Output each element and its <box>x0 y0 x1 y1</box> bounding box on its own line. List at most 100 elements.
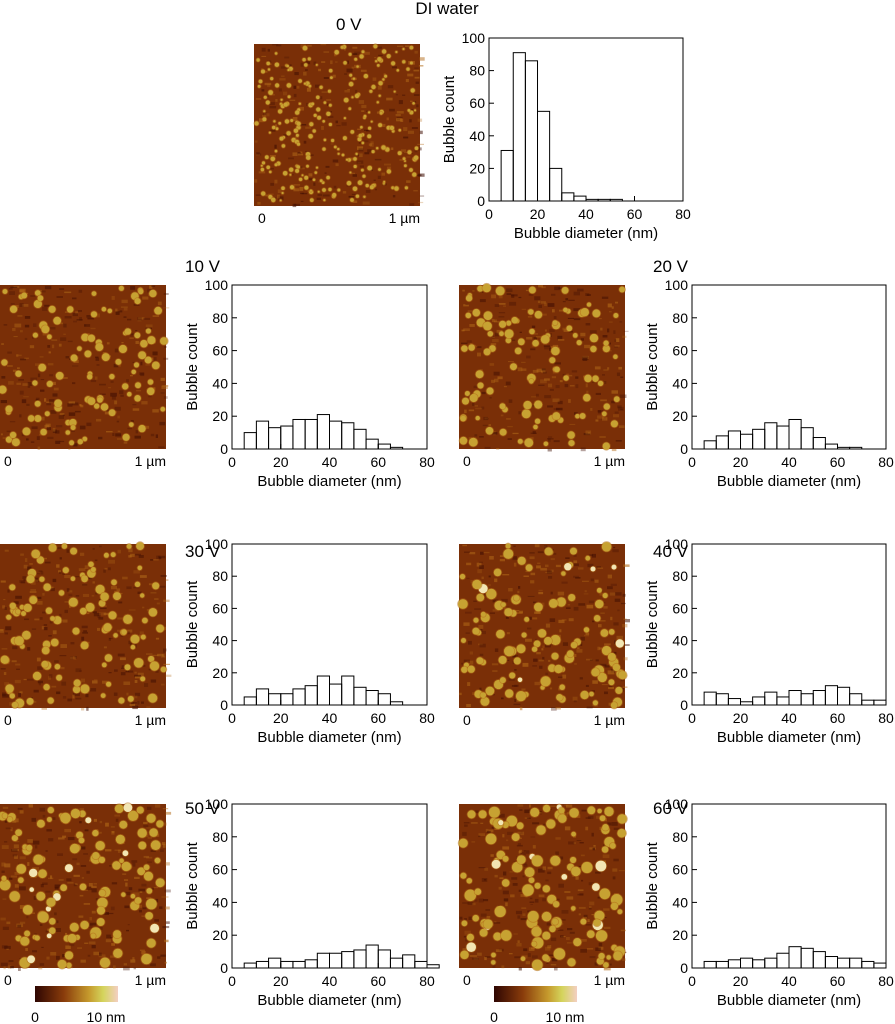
afm-bubble <box>37 911 49 923</box>
afm-texture-speck <box>521 308 527 310</box>
afm-bubble <box>84 350 92 358</box>
afm-texture-speck <box>46 427 51 431</box>
afm-texture-speck <box>309 179 312 181</box>
afm-bubble <box>156 624 165 633</box>
afm-texture-speck <box>568 841 575 845</box>
colorbar-left-max-label: 10 nm <box>87 1009 126 1024</box>
afm-texture-speck <box>43 627 48 631</box>
afm-texture-speck <box>463 622 470 626</box>
afm-texture-speck <box>530 348 536 351</box>
afm-texture-speck <box>48 588 55 592</box>
afm-texture-speck <box>510 894 515 898</box>
afm-texture-speck <box>146 827 151 829</box>
afm-texture-speck <box>321 126 324 130</box>
afm-texture-speck <box>55 440 61 444</box>
x-axis-label: Bubble diameter (nm) <box>257 473 401 490</box>
afm-texture-speck <box>335 163 339 167</box>
afm-bubble <box>393 90 396 93</box>
afm-texture-speck <box>514 669 517 671</box>
afm-texture-speck <box>335 120 338 124</box>
afm-texture-speck <box>503 871 507 876</box>
afm-texture-speck <box>130 332 135 337</box>
afm-bubble <box>356 65 359 68</box>
afm-texture-speck <box>117 415 120 419</box>
afm-texture-speck <box>491 432 498 435</box>
afm-bubble <box>532 339 539 347</box>
afm-texture-speck <box>335 61 338 63</box>
afm-texture-speck <box>128 609 136 611</box>
afm-bubble <box>495 286 505 296</box>
afm-texture-speck <box>585 924 592 926</box>
afm-texture-speck <box>39 356 44 358</box>
afm-bubble <box>296 142 301 146</box>
afm-texture-speck <box>120 672 126 676</box>
afm-bubble <box>383 180 386 183</box>
afm-bubble <box>60 812 71 824</box>
afm-bubble <box>148 693 158 703</box>
afm-texture-speck <box>29 591 37 593</box>
afm-texture-speck <box>160 954 166 957</box>
afm-bubble <box>534 310 543 319</box>
afm-texture-speck <box>56 955 60 960</box>
afm-texture-speck <box>130 286 136 290</box>
afm-texture-speck <box>573 842 576 844</box>
afm-bubble <box>2 813 8 819</box>
afm-texture-speck <box>21 399 27 404</box>
afm-texture-speck <box>403 152 410 153</box>
x-tick-label: 40 <box>322 454 338 470</box>
afm-texture-speck <box>102 912 109 915</box>
afm-texture-speck <box>162 654 165 657</box>
afm-texture-speck <box>36 657 41 662</box>
afm-texture-speck <box>589 659 593 661</box>
afm-texture-speck <box>143 821 148 824</box>
afm-bubble <box>498 820 504 826</box>
afm-texture-speck <box>510 294 518 297</box>
afm-texture-speck <box>35 578 39 583</box>
afm-bubble <box>345 158 349 161</box>
afm-texture-speck <box>407 130 414 134</box>
afm-bubble <box>554 366 560 373</box>
afm-texture-speck <box>491 334 495 339</box>
afm-texture-speck <box>67 881 74 884</box>
afm-texture-speck <box>17 924 22 928</box>
afm-texture-speck <box>575 384 579 389</box>
afm-texture-speck <box>49 374 53 377</box>
afm-bubble <box>280 98 283 101</box>
afm-bubble <box>275 83 280 88</box>
afm-texture-speck <box>91 885 97 888</box>
afm-bubble <box>147 379 154 385</box>
histogram-bar <box>788 690 802 706</box>
afm-texture-speck <box>300 200 304 202</box>
afm-bubble <box>130 893 136 899</box>
afm-bubble <box>126 543 132 549</box>
afm-bubble <box>361 141 365 145</box>
afm-texture-speck <box>145 364 151 366</box>
afm-texture-speck <box>150 679 157 683</box>
afm-texture-speck <box>27 839 33 843</box>
afm-texture-speck <box>139 575 147 578</box>
afm-texture-speck <box>607 328 610 333</box>
afm-texture-speck <box>4 841 8 843</box>
afm-texture-speck <box>277 194 280 199</box>
afm-texture-speck <box>523 850 526 852</box>
afm-texture-speck <box>62 835 67 838</box>
afm-bubble <box>267 68 271 71</box>
afm-bubble <box>82 436 88 442</box>
histogram-bar <box>727 698 742 706</box>
y-tick-label: 60 <box>672 343 688 359</box>
afm-texture-speck <box>277 189 282 193</box>
afm-texture-speck <box>264 82 272 86</box>
afm-bubble <box>87 334 96 342</box>
afm-texture-speck <box>519 706 523 711</box>
afm-texture-speck <box>19 390 24 395</box>
x-tick-label: 0 <box>228 973 236 989</box>
afm-bubble <box>467 810 476 819</box>
afm-bubble <box>22 630 31 640</box>
afm-bubble <box>134 332 141 339</box>
afm-texture-speck <box>480 630 486 635</box>
afm-bubble <box>48 305 56 313</box>
afm-texture-speck <box>507 438 512 440</box>
afm-texture-speck <box>13 336 18 338</box>
afm-bubble <box>1 875 7 881</box>
afm-bubble <box>287 68 290 72</box>
